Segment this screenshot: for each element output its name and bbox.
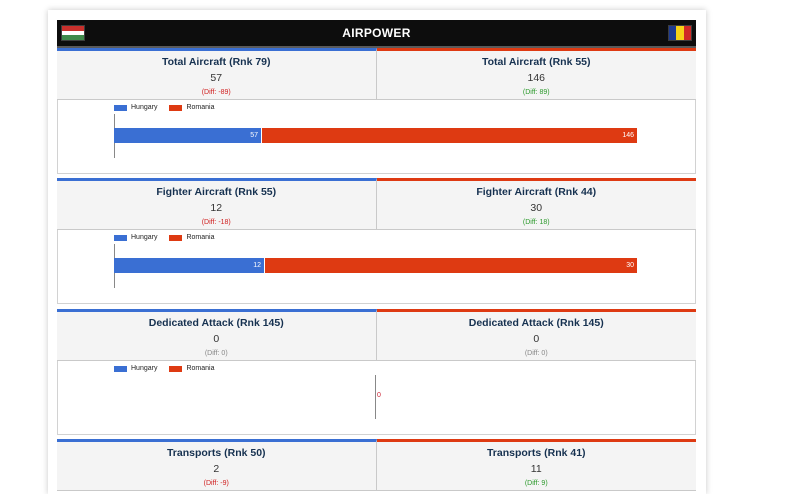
stat-diff: (Diff: -9) [203, 480, 229, 487]
stat-row-fighter-aircraft: Fighter Aircraft (Rnk 55) 12 (Diff: -18)… [57, 178, 696, 230]
zero-value-label: 0 [377, 392, 381, 399]
chart-axis [375, 375, 376, 419]
stat-value: 30 [530, 202, 543, 214]
legend-romania: Romania [186, 234, 215, 241]
stat-diff: (Diff: 9) [524, 480, 548, 487]
stat-value: 11 [530, 463, 542, 475]
legend-hungary: Hungary [131, 365, 158, 372]
legend-romania: Romania [186, 365, 215, 372]
stat-value: 146 [527, 72, 546, 84]
stat-value: 0 [533, 333, 540, 345]
stat-diff: (Diff: -89) [201, 89, 231, 96]
stat-label: Transports (Rnk 41) [486, 447, 586, 459]
hungary-flag-icon [61, 25, 85, 41]
stat-value: 57 [210, 72, 223, 84]
chart-legend: Hungary Romania [114, 234, 214, 241]
stat-diff: (Diff: 0) [204, 350, 228, 357]
stat-diff: (Diff: 89) [522, 89, 550, 96]
stat-row-dedicated-attack: Dedicated Attack (Rnk 145) 0 (Diff: 0) D… [57, 309, 696, 361]
stat-label: Fighter Aircraft (Rnk 55) [156, 186, 277, 198]
comparison-chart: Hungary Romania 57 146 [57, 100, 696, 174]
stat-row-total-aircraft: Total Aircraft (Rnk 79) 57 (Diff: -89) T… [57, 48, 696, 100]
hungary-stat-cell: Total Aircraft (Rnk 79) 57 (Diff: -89) [57, 48, 377, 100]
comparison-chart: Hungary Romania 0 [57, 361, 696, 435]
stat-label: Transports (Rnk 50) [166, 447, 266, 459]
stat-diff: (Diff: 0) [524, 350, 548, 357]
bar-hungary: 12 [114, 258, 264, 273]
romania-stat-cell: Dedicated Attack (Rnk 145) 0 (Diff: 0) [376, 309, 696, 361]
stat-label: Dedicated Attack (Rnk 145) [148, 317, 284, 329]
romania-flag-icon [668, 25, 692, 41]
hungary-stat-cell: Fighter Aircraft (Rnk 55) 12 (Diff: -18) [57, 178, 377, 230]
legend-romania: Romania [186, 104, 215, 111]
stat-diff: (Diff: 18) [522, 219, 550, 226]
comparison-chart: Hungary Romania 12 30 [57, 230, 696, 304]
stat-label: Total Aircraft (Rnk 55) [481, 56, 591, 68]
hungary-stat-cell: Transports (Rnk 50) 2 (Diff: -9) [57, 439, 377, 491]
stat-label: Fighter Aircraft (Rnk 44) [476, 186, 597, 198]
stat-row-transports: Transports (Rnk 50) 2 (Diff: -9) Transpo… [57, 439, 696, 491]
romania-stat-cell: Total Aircraft (Rnk 55) 146 (Diff: 89) [376, 48, 696, 100]
stat-value: 0 [213, 333, 220, 345]
chart-legend: Hungary Romania [114, 365, 214, 372]
romania-stat-cell: Transports (Rnk 41) 11 (Diff: 9) [376, 439, 696, 491]
bar-romania: 146 [261, 128, 637, 143]
stat-value: 12 [210, 202, 223, 214]
bar-romania: 30 [264, 258, 637, 273]
romania-stat-cell: Fighter Aircraft (Rnk 44) 30 (Diff: 18) [376, 178, 696, 230]
legend-hungary: Hungary [131, 234, 158, 241]
stat-label: Dedicated Attack (Rnk 145) [468, 317, 604, 329]
chart-legend: Hungary Romania [114, 104, 214, 111]
stat-diff: (Diff: -18) [201, 219, 231, 226]
airpower-header: AIRPOWER [57, 20, 696, 48]
bar-hungary: 57 [114, 128, 261, 143]
stat-value: 2 [213, 463, 220, 475]
section-title: AIRPOWER [342, 26, 411, 40]
legend-hungary: Hungary [131, 104, 158, 111]
hungary-stat-cell: Dedicated Attack (Rnk 145) 0 (Diff: 0) [57, 309, 377, 361]
stat-label: Total Aircraft (Rnk 79) [161, 56, 271, 68]
